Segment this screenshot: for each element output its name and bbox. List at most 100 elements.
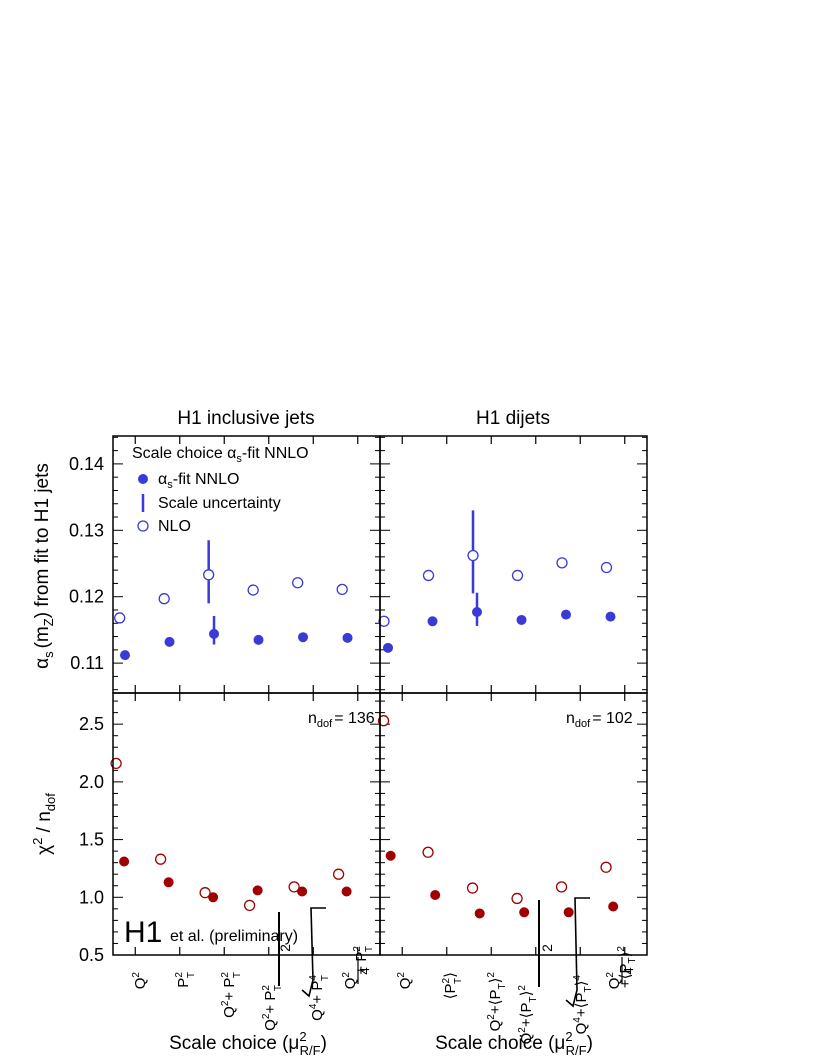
ytick-label-chi2: 2.5	[79, 714, 104, 734]
legend-unc-label: Scale uncertainty	[158, 495, 281, 512]
frame-bottom-right	[379, 692, 648, 956]
h1-logo: H1 et al. (preliminary)	[124, 916, 298, 949]
alpha-right-nnlo-point	[427, 616, 438, 627]
svg-text:Q2+ P2T: Q2+ P2T	[261, 985, 284, 1031]
ndof-right: ndof = 102	[566, 710, 633, 730]
alpha-right-nlo-point	[467, 549, 479, 562]
chi2-left-nlo-point	[288, 881, 300, 893]
alpha-right-nlo-point	[422, 569, 435, 582]
ytick-label-alpha: 0.13	[69, 520, 104, 540]
ylabel-alpha: αs(mZ) from fit to H1 jets	[32, 463, 56, 669]
chi2-left-nnlo-point	[119, 856, 130, 867]
chi2-right-nnlo-point	[385, 850, 396, 861]
chi2-left-nnlo-point	[341, 886, 352, 897]
cat-left-4: Q2+ P2T 2	[261, 912, 293, 1031]
alpha-left-nnlo-point	[253, 634, 264, 645]
cat-right-6: Q2 4 +⟨PT⟩2	[605, 946, 638, 990]
alpha-left-nnlo-point	[342, 632, 353, 643]
cat-right-2: ⟨P2T⟩	[441, 972, 464, 999]
chi2-right-nlo-point	[511, 892, 523, 905]
alpha-right-nnlo-point	[516, 614, 527, 625]
chi2-left-nnlo-point	[297, 886, 308, 897]
panel-titles: H1 inclusive jets H1 dijets	[177, 408, 550, 429]
alpha-right-nnlo-point	[472, 606, 483, 617]
chi2-right-nlo-point	[422, 846, 434, 858]
cat-left-1: Q2	[131, 972, 149, 990]
ytick-label-chi2: 0.5	[79, 945, 104, 965]
cat-left-2: P2T	[174, 972, 197, 988]
alpha-right-nlo-point	[600, 561, 613, 574]
chi2-right-nlo-point	[555, 881, 568, 893]
alpha-right-nnlo-point	[605, 611, 616, 622]
svg-text:Q4+⟨PT⟩4: Q4+⟨PT⟩4	[572, 975, 594, 1035]
chi2-right-nnlo-point	[474, 908, 485, 919]
alpha-left-nlo-point	[336, 583, 348, 596]
legend-nnlo-marker	[138, 474, 148, 484]
alpha-right-nlo-point	[556, 557, 568, 569]
alpha-left-nlo-point	[158, 593, 170, 605]
cat-left-6: Q2 4 + P2T	[341, 946, 375, 990]
chi2-left-nlo-point	[243, 899, 256, 912]
chi2-left-nlo-point	[332, 868, 345, 880]
chi2-right-nlo-point	[377, 715, 390, 727]
alpha-left-nnlo-point	[120, 650, 131, 661]
h1-logo-mark: H1	[124, 916, 162, 949]
chi2-right-nlo-point	[466, 882, 479, 894]
legend-nlo-label: NLO	[158, 518, 191, 535]
ylabel-chi2: χ2 / ndof	[30, 793, 58, 855]
ytick-label-alpha: 0.12	[69, 587, 104, 607]
data-marks	[110, 510, 619, 919]
svg-text:Q4+ P4T: Q4+ P4T	[308, 975, 331, 1021]
alpha-left-nnlo-point	[298, 632, 309, 643]
cat-left-5: Q4+ P4T	[301, 907, 331, 1021]
chi2-right-nlo-point	[600, 861, 612, 873]
axis-ticks	[113, 436, 647, 956]
ytick-label-chi2: 1.0	[79, 887, 104, 907]
alpha-right-nnlo-point	[561, 609, 572, 620]
ndof-left: ndof = 136	[308, 710, 375, 730]
alpha-left-nnlo-point	[209, 628, 220, 639]
chi2-right-nnlo-point	[608, 901, 619, 912]
ytick-label-alpha: 0.14	[69, 454, 104, 474]
legend-nlo-marker	[137, 520, 149, 532]
svg-text:+ P2T: + P2T	[352, 946, 375, 975]
h1-logo-text: et al. (preliminary)	[170, 928, 298, 945]
chi2-left-nlo-point	[154, 853, 167, 865]
cat-right-5: Q4+⟨PT⟩4	[565, 897, 594, 1035]
chi2-left-nnlo-point	[208, 892, 219, 903]
legend: Scale choice αs-fit NNLO αs-fit NNLO Sca…	[132, 445, 309, 535]
chi2-left-nlo-point	[199, 887, 211, 899]
chi2-right-nnlo-point	[519, 907, 530, 918]
svg-text:4: 4	[357, 967, 372, 974]
frames	[112, 435, 648, 956]
svg-text:+⟨PT⟩2: +⟨PT⟩2	[616, 946, 638, 989]
alpha-left-nlo-point	[292, 577, 304, 589]
cat-right-3: Q2+⟨PT⟩2	[486, 972, 508, 1032]
chi2-right-nnlo-point	[430, 889, 441, 900]
alpha-left-nnlo-point	[164, 636, 175, 647]
chi2-left-nnlo-point	[163, 877, 174, 888]
title-left: H1 inclusive jets	[177, 408, 314, 429]
ytick-label-chi2: 1.5	[79, 830, 104, 850]
alpha-right-nlo-point	[378, 615, 390, 627]
chi2-right-nnlo-point	[563, 907, 574, 918]
alpha-right-nnlo-point	[383, 642, 394, 653]
y-tick-labels: 0.11 0.12 0.13 0.14 0.5 1.0 1.5 2.0 2.5	[69, 454, 104, 965]
xlabel-left: Scale choice (μ2 R/F)	[169, 1029, 327, 1058]
alpha-right-nlo-point	[511, 569, 524, 582]
alpha-left-nlo-point	[114, 612, 126, 624]
cat-left-3: Q2+ P2T	[220, 972, 243, 1018]
legend-header: Scale choice αs-fit NNLO	[132, 445, 309, 465]
svg-text:4: 4	[621, 967, 636, 974]
title-right: H1 dijets	[476, 408, 550, 429]
cat-right-1: Q2	[396, 972, 414, 990]
frame-top-left	[112, 435, 381, 694]
alpha-left-nlo-point	[203, 569, 215, 581]
cat-right-4: Q2+⟨PT⟩2 2	[517, 900, 555, 1044]
chi2-left-nnlo-point	[252, 885, 263, 896]
svg-text:2: 2	[277, 944, 293, 952]
legend-nnlo-label: αs-fit NNLO	[158, 471, 239, 491]
ytick-label-chi2: 2.0	[79, 772, 104, 792]
alpha-left-nlo-point	[247, 584, 259, 596]
